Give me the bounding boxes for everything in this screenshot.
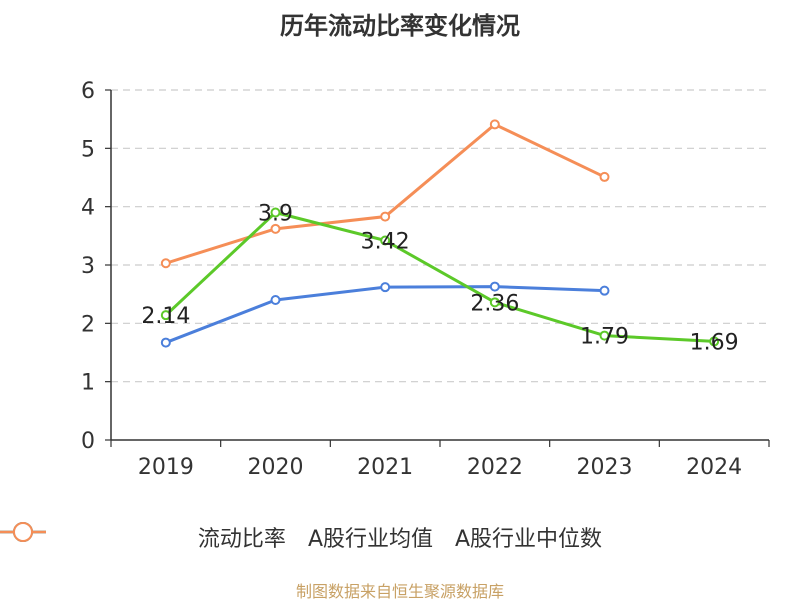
data-point bbox=[380, 282, 391, 293]
data-label: 1.69 bbox=[690, 330, 739, 355]
y-tick-label: 2 bbox=[81, 312, 95, 337]
data-point bbox=[599, 171, 610, 182]
y-tick-label: 3 bbox=[81, 254, 95, 279]
data-point bbox=[160, 337, 171, 348]
legend-item-industry-median[interactable]: A股行业中位数 bbox=[0, 521, 603, 553]
data-point bbox=[160, 310, 171, 321]
data-label: 3.9 bbox=[258, 202, 293, 227]
x-tick-label: 2019 bbox=[138, 455, 194, 480]
data-point bbox=[599, 285, 610, 296]
y-tick-label: 1 bbox=[81, 371, 95, 396]
legend-item-current-ratio[interactable]: 流动比率 bbox=[0, 521, 286, 553]
data-label: 2.36 bbox=[470, 291, 519, 316]
data-point bbox=[270, 223, 281, 234]
x-tick-label: 2022 bbox=[467, 455, 523, 480]
data-point bbox=[270, 207, 281, 218]
data-label: 3.42 bbox=[361, 230, 410, 255]
data-point bbox=[270, 295, 281, 305]
chart-title: 历年流动比率变化情况 bbox=[280, 12, 520, 40]
data-point bbox=[599, 330, 610, 341]
x-tick-label: 2023 bbox=[577, 455, 633, 480]
legend: 流动比率 A股行业均值 A股行业中位数 bbox=[0, 520, 800, 554]
data-point bbox=[489, 297, 500, 308]
legend-label-industry-median: A股行业中位数 bbox=[455, 527, 603, 552]
y-tick-label: 4 bbox=[81, 196, 95, 221]
y-tick-label: 6 bbox=[81, 79, 95, 104]
data-label: 2.14 bbox=[141, 304, 190, 329]
x-tick-label: 2021 bbox=[357, 455, 413, 480]
series-line-0 bbox=[164, 211, 715, 343]
data-point bbox=[160, 258, 171, 269]
data-point bbox=[709, 336, 720, 347]
x-tick-label: 2024 bbox=[686, 455, 742, 480]
y-tick-label: 0 bbox=[81, 429, 95, 454]
legend-label-industry-mean: A股行业均值 bbox=[307, 527, 433, 552]
data-point bbox=[380, 211, 391, 222]
y-tick-label: 5 bbox=[81, 137, 95, 162]
data-point bbox=[380, 235, 391, 246]
source-note: 制图数据来自恒生聚源数据库 bbox=[295, 582, 504, 601]
data-point bbox=[489, 119, 500, 130]
data-point bbox=[489, 281, 500, 292]
legend-swatch-industry-median bbox=[0, 522, 46, 542]
data-label: 1.79 bbox=[580, 325, 629, 350]
x-tick-label: 2020 bbox=[248, 455, 304, 480]
legend-label-current-ratio: 流动比率 bbox=[197, 527, 286, 552]
legend-item-industry-mean[interactable]: A股行业均值 bbox=[0, 521, 433, 553]
